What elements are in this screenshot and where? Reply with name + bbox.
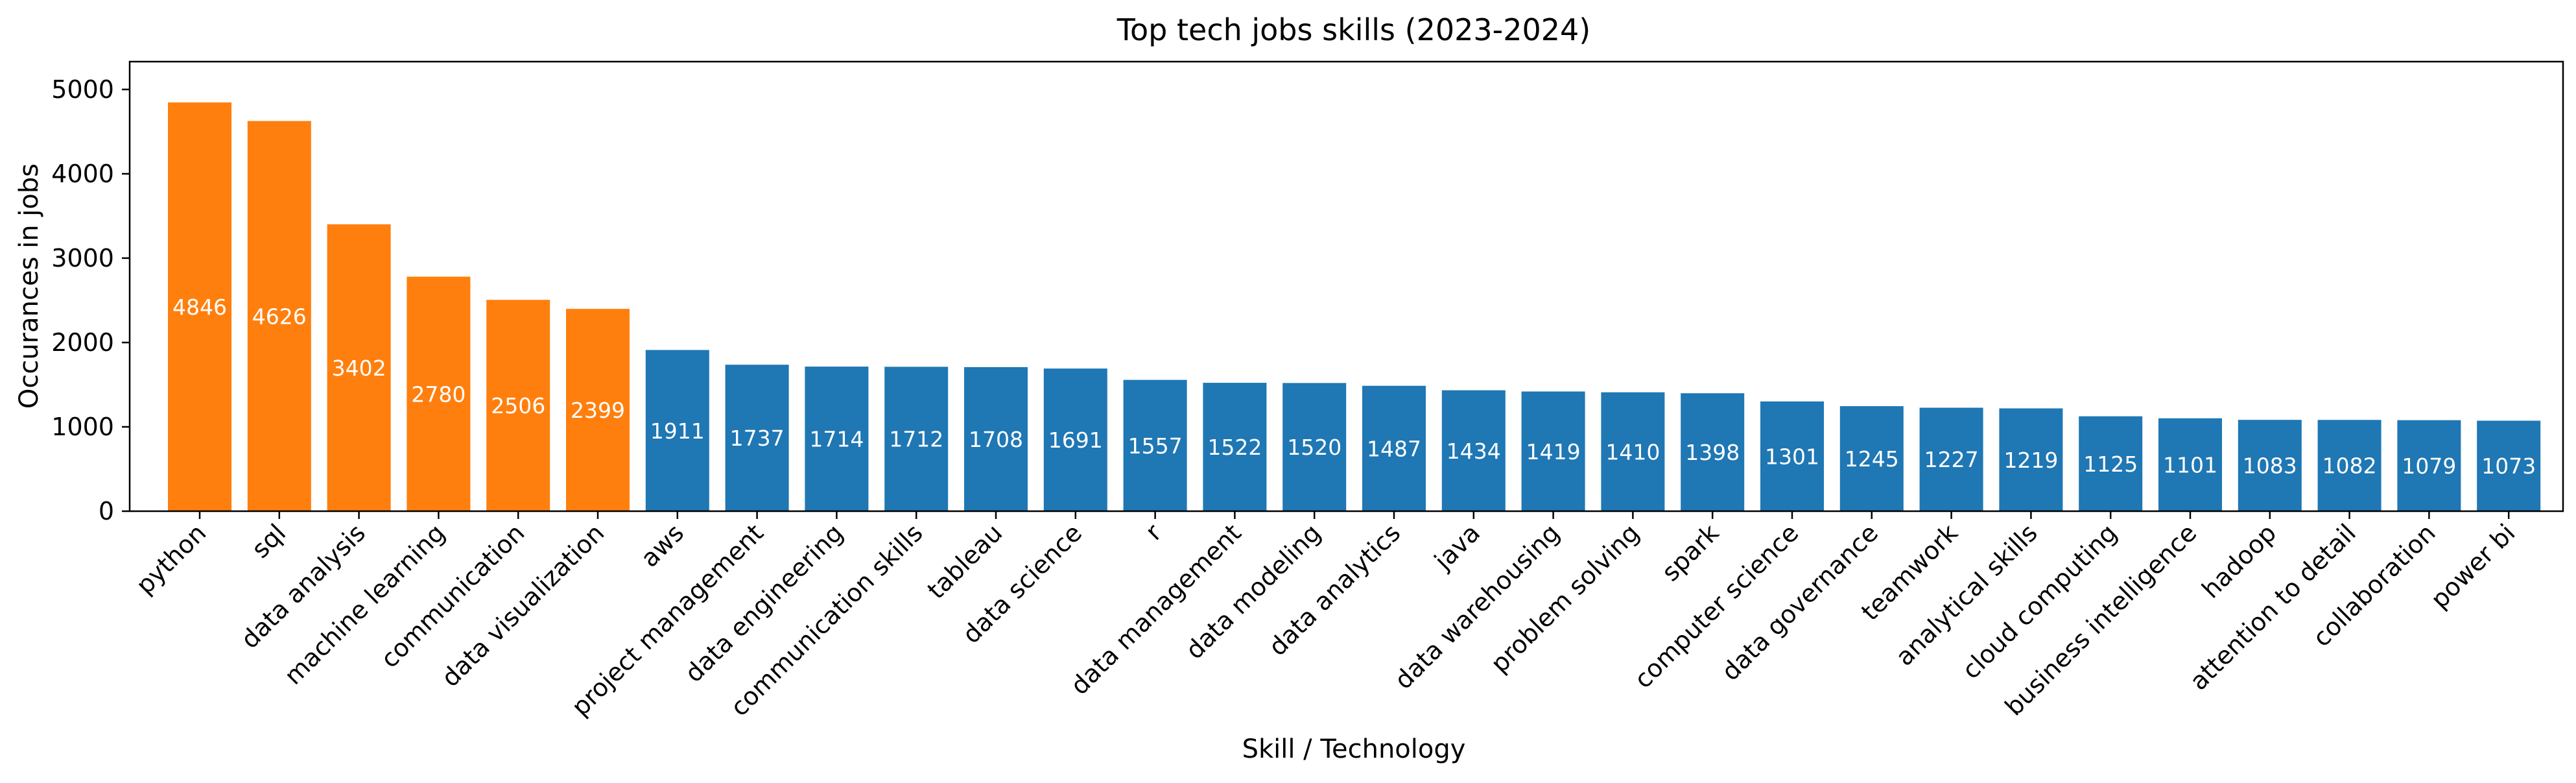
bar-analytical-skills: [1999, 408, 2063, 511]
x-tick-label: communication: [375, 518, 530, 673]
bar-value-label: 1073: [2481, 453, 2536, 479]
x-tick-label: analytical skills: [1890, 518, 2043, 671]
bar-value-label: 1691: [1048, 428, 1103, 453]
bar-value-label: 1245: [1845, 446, 1899, 472]
bar-value-label: 1227: [1924, 447, 1979, 472]
x-tick-label: data modeling: [1180, 518, 1326, 664]
bar-value-label: 1712: [889, 427, 943, 452]
bar-tableau: [964, 367, 1028, 511]
y-tick-label: 4000: [51, 160, 114, 188]
bar-data-analytics: [1362, 385, 1426, 511]
bar-value-label: 2506: [491, 393, 545, 418]
bar-data-warehousing: [1521, 391, 1585, 511]
bar-data-governance: [1839, 406, 1904, 511]
bar-value-label: 1410: [1605, 439, 1660, 464]
bar-data-analysis: [327, 224, 391, 511]
bar-computer-science: [1760, 401, 1824, 511]
bar-value-label: 1301: [1765, 444, 1819, 469]
bar-r: [1123, 379, 1187, 511]
plot-frame: [128, 60, 2564, 512]
bar-data-modeling: [1282, 383, 1347, 511]
x-tick-label: aws: [635, 518, 690, 573]
bar-python: [168, 102, 231, 511]
x-tick-label: sql: [246, 518, 292, 564]
bar-communication: [486, 300, 550, 511]
bar-value-label: 1125: [2083, 452, 2138, 477]
bar-value-label: 1708: [969, 427, 1023, 452]
bar-java: [1441, 390, 1506, 511]
bar-value-label: 1911: [650, 418, 705, 444]
x-axis-label: Skill / Technology: [1242, 734, 1466, 764]
bar-value-label: 2399: [571, 398, 625, 423]
bar-collaboration: [2397, 420, 2461, 511]
bar-sql: [247, 121, 311, 511]
bar-data-science: [1043, 368, 1107, 511]
bar-power-bi: [2477, 420, 2541, 511]
bars: [168, 102, 2541, 511]
bar-problem-solving: [1601, 392, 1665, 511]
bar-project-management: [725, 365, 789, 511]
bar-value-label: 1219: [2003, 448, 2058, 473]
bar-business-intelligence: [2158, 418, 2222, 511]
y-tick-label: 1000: [51, 413, 114, 441]
x-tick-label: cloud computing: [1957, 518, 2123, 684]
bar-data-visualization: [566, 309, 630, 511]
chart-title: Top tech jobs skills (2023-2024): [1117, 12, 1591, 47]
bar-value-label: 1487: [1367, 436, 1421, 461]
bar-machine-learning: [407, 276, 471, 511]
bar-spark: [1681, 393, 1745, 511]
bar-attention-to-detail: [2317, 420, 2381, 511]
bar-value-label: 1737: [730, 426, 785, 451]
bar-hadoop: [2238, 420, 2302, 511]
bar-value-label: 1714: [809, 427, 864, 452]
bar-value-label: 1082: [2322, 453, 2377, 479]
bar-value-label: 1419: [1526, 439, 1581, 464]
bar-value-label: 4846: [172, 295, 227, 320]
bar-value-label: 1557: [1128, 433, 1183, 459]
bar-teamwork: [1919, 407, 1983, 511]
x-tick-label: problem solving: [1485, 518, 1645, 678]
x-tick-label: r: [1140, 518, 1167, 546]
bar-value-label: 1398: [1685, 440, 1740, 465]
y-tick-label: 3000: [51, 244, 114, 272]
bar-communication-skills: [884, 367, 949, 511]
y-axis-label: Occurances in jobs: [14, 163, 44, 409]
y-tick-label: 0: [99, 497, 114, 525]
bar-value-label: 1522: [1207, 435, 1262, 460]
bar-data-engineering: [805, 367, 869, 511]
bar-value-label: 1520: [1287, 435, 1341, 460]
y-axis: 0 1000 2000 3000 4000 5000: [51, 75, 130, 525]
x-tick-label: spark: [1656, 518, 1724, 586]
bar-value-label: 1101: [2163, 452, 2217, 477]
y-tick-label: 2000: [51, 328, 114, 357]
bar-cloud-computing: [2079, 416, 2143, 511]
bar-value-label: 1079: [2402, 453, 2456, 479]
bar-data-management: [1203, 383, 1267, 511]
bar-aws: [645, 350, 709, 511]
bar-value-label: 1434: [1447, 439, 1501, 464]
bar-value-label: 4626: [252, 304, 307, 329]
y-tick-label: 5000: [51, 75, 114, 104]
bar-value-label: 3402: [332, 355, 386, 381]
bar-value-labels: 4846 4626 3402 2780 2506 2399 1911 1737 1714 1712…: [172, 295, 2536, 479]
bar-value-label: 2780: [411, 381, 466, 407]
bar-value-label: 1083: [2243, 453, 2297, 479]
x-tick-label: python: [130, 518, 211, 599]
x-tick-label: power bi: [2425, 518, 2520, 614]
x-tick-label: java: [1428, 518, 1485, 575]
